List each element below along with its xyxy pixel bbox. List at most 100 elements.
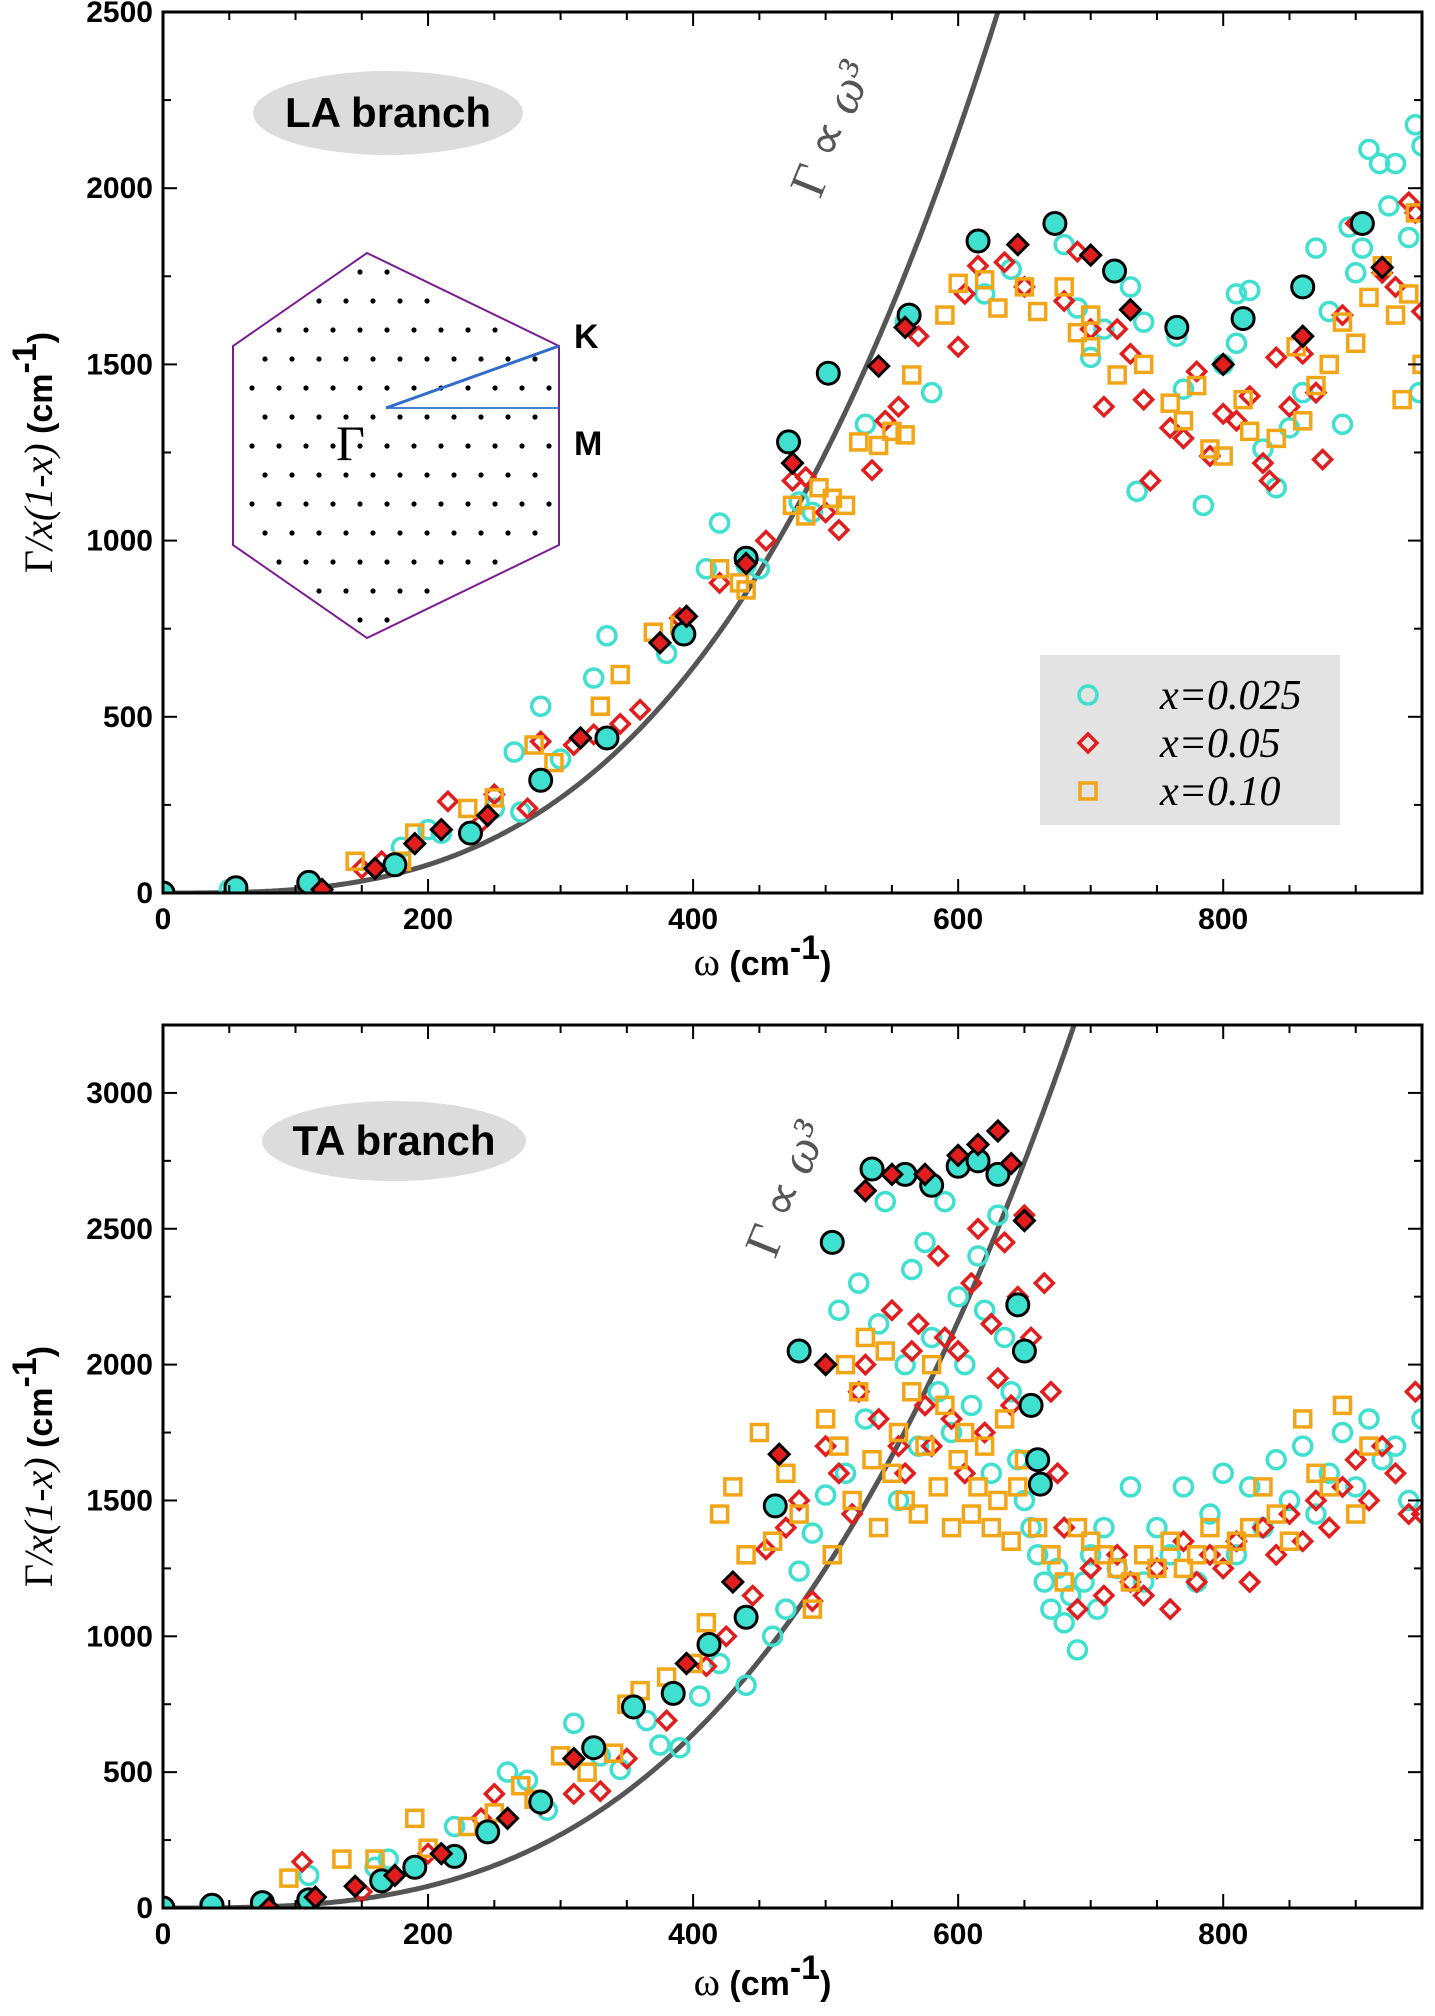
open-point-x025 [1408,381,1422,404]
open-point-x05 [774,1516,798,1540]
lattice-dot [343,472,349,478]
open-point-x10 [888,1422,909,1443]
plot-frame [161,1023,1424,1910]
open-point-x05 [1039,1380,1063,1404]
filled-point-x025 [1164,314,1190,340]
open-point-x10 [1398,284,1419,304]
lattice-dot [424,530,430,536]
open-point-x05 [814,500,838,524]
open-point-x05 [1158,1597,1182,1621]
lattice-dot [357,327,363,333]
filled-point-x025 [660,1680,686,1706]
open-point-x025 [1079,1544,1102,1566]
open-point-x10 [875,1341,896,1361]
lattice-dot [249,501,255,507]
open-point-x10 [994,1409,1015,1429]
filled-point-x025 [163,1895,176,1908]
open-point-x10 [1027,1517,1048,1538]
open-point-x10 [1306,1463,1326,1484]
lattice-dot [465,559,471,565]
x-axis-label: ω (cm-1) [694,929,832,984]
lattice-dot [478,414,484,420]
legend-marker-x025 [1077,684,1099,706]
open-point-x05 [588,1779,612,1803]
open-point-x10 [603,1743,624,1763]
open-point-x025 [848,1272,870,1294]
open-point-x10 [882,1463,902,1484]
filled-point-x025 [985,1161,1011,1187]
open-point-x05 [1065,1597,1089,1621]
open-point-x10 [968,1477,988,1497]
open-point-x10 [1405,203,1422,223]
open-point-x05 [1211,402,1235,426]
open-point-x025 [1404,114,1422,136]
open-point-x025 [1305,1503,1327,1525]
lattice-dot [492,443,498,449]
open-point-x025 [1119,1476,1142,1498]
lattice-dot [316,298,322,304]
lattice-dot [276,559,282,565]
open-point-x025 [814,1484,837,1506]
open-point-x10 [782,495,803,516]
y-tick-label: 0 [136,877,153,910]
filled-point-x05 [893,315,918,340]
open-point-x10 [1173,1558,1194,1579]
legend-label-x10: x=0.10 [1159,769,1280,815]
lattice-dot [343,414,349,420]
lattice-dot [397,472,403,478]
open-point-x05 [979,1312,1003,1336]
open-point-x10 [1067,1517,1088,1538]
open-point-x05 [1065,240,1089,264]
open-point-x05 [1185,359,1209,383]
y-tick-label: 2500 [86,1213,153,1246]
filled-point-x025 [819,1229,845,1255]
gamma-point-label: Γ [336,415,365,471]
open-point-x025 [1225,1544,1248,1566]
series-x05 [290,1203,1422,1904]
open-point-x10 [948,273,968,294]
open-point-x10 [1080,305,1101,325]
lattice-dot [303,559,309,565]
y-tick-label: 2000 [86,172,153,205]
lattice-dot [303,327,309,333]
lattice-dot [424,356,430,362]
y-axis-label-close: ) [22,332,60,343]
lattice-dot [276,327,282,333]
lattice-dot [411,501,417,507]
filled-point-x025 [620,1694,646,1720]
open-point-x10 [1147,1558,1167,1579]
y-tick-label: 3000 [86,1077,153,1110]
open-point-x10 [1359,287,1379,308]
x-axis-label-exp: -1 [790,1949,820,1987]
open-point-x10 [1306,375,1326,396]
lattice-dot [546,443,552,449]
open-point-x05 [926,1244,950,1268]
x-tick-label: 600 [933,1918,983,1951]
open-point-x05 [1046,1461,1070,1485]
open-point-x025 [1033,1571,1056,1593]
open-point-x025 [1397,226,1420,249]
open-point-x05 [655,1709,679,1733]
open-point-x10 [544,752,564,773]
filled-point-x025 [1011,1338,1037,1364]
lattice-dot [370,356,376,362]
filled-point-x025 [1025,1447,1051,1473]
open-point-x10 [1041,1545,1061,1565]
x-axis-label-close: ) [820,945,831,983]
open-point-x05 [1258,469,1282,493]
filled-point-x05 [912,1162,938,1187]
open-point-x10 [895,425,915,445]
open-point-x025 [775,1598,797,1620]
filled-point-x05 [495,1806,520,1831]
open-point-x10 [988,298,1008,318]
y-axis-label-exp: -1 [6,1357,44,1387]
open-point-x025 [761,1625,784,1648]
filled-point-x05 [813,1352,838,1377]
open-point-x025 [1000,1381,1022,1403]
filled-point-x025 [475,1819,501,1845]
open-point-x05 [1317,1516,1341,1540]
open-point-x10 [1080,1531,1101,1551]
lattice-dot [262,530,268,536]
